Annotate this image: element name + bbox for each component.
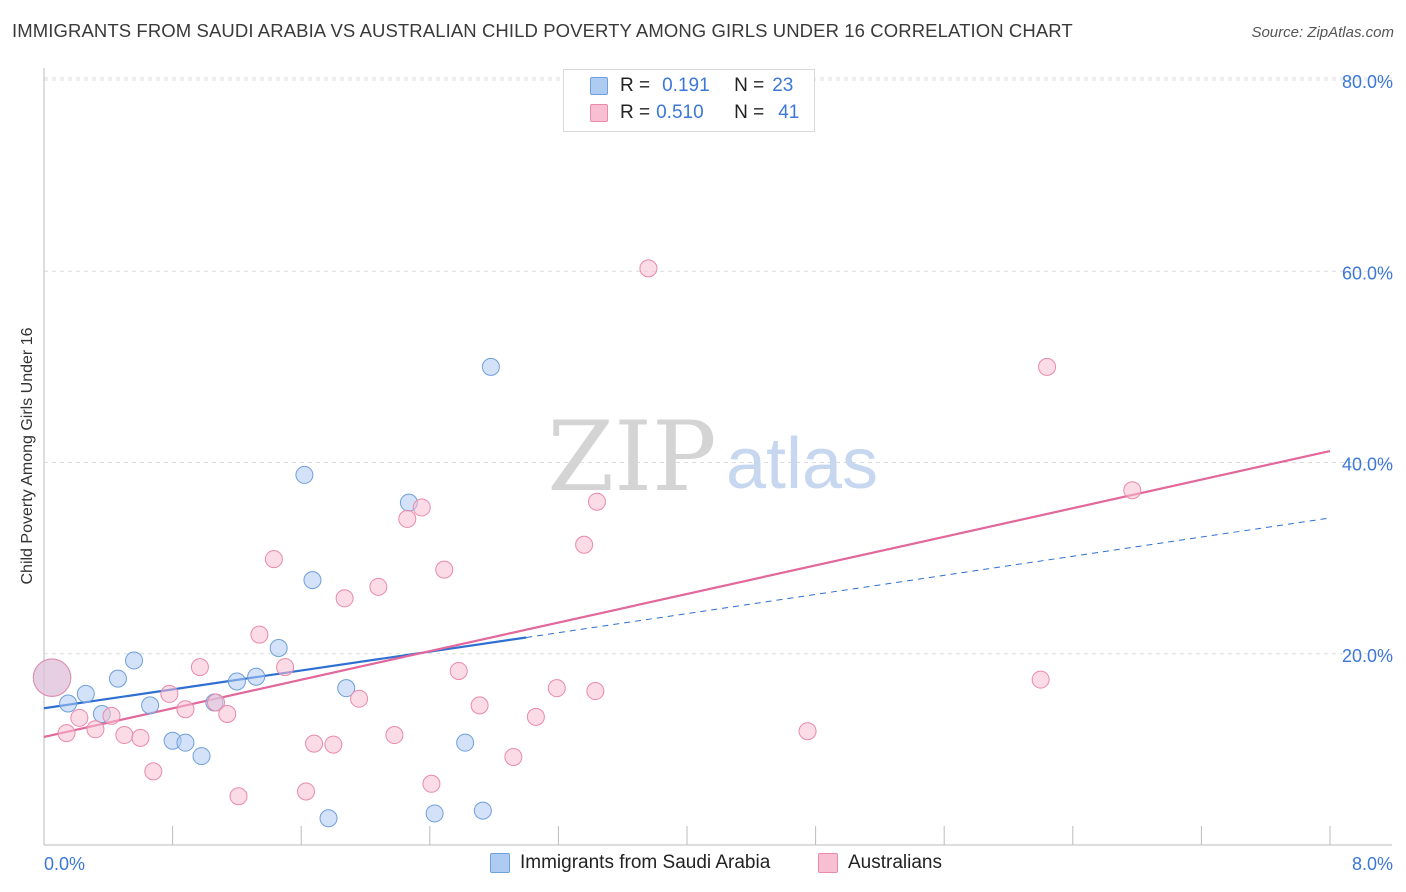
blue-data-point xyxy=(425,804,444,823)
bottom-legend-pink: Australians xyxy=(818,852,942,874)
blue-data-point xyxy=(319,809,338,828)
bottom-legend-swatch-pink xyxy=(818,853,838,873)
blue-data-point xyxy=(141,696,160,715)
pink-data-point xyxy=(586,682,605,701)
blue-data-point xyxy=(108,669,127,688)
pink-data-point xyxy=(639,259,658,278)
pink-data-point xyxy=(526,707,545,726)
blue-data-point xyxy=(227,672,246,691)
pink-data-point xyxy=(470,696,489,715)
pink-data-point xyxy=(449,661,468,680)
pink-data-point xyxy=(207,693,226,712)
pink-data-point xyxy=(335,589,354,608)
pink-data-point xyxy=(297,782,316,801)
pink-data-point xyxy=(324,735,343,754)
legend-r-value: 0.510 xyxy=(656,102,704,123)
pink-data-point xyxy=(435,560,454,579)
pink-data-point xyxy=(1038,357,1057,376)
watermark-zip: ZIP xyxy=(547,401,716,513)
legend-r-label: R = xyxy=(620,75,651,96)
blue-data-point xyxy=(192,747,211,766)
watermark-atlas: atlas xyxy=(726,424,878,504)
blue-data-point xyxy=(76,684,95,703)
legend-swatch-pink xyxy=(590,104,608,122)
blue-data-point xyxy=(295,465,314,484)
pink-data-point xyxy=(398,509,417,528)
blue-data-point xyxy=(303,571,322,590)
pink-data-point xyxy=(102,706,121,725)
pink-data-point xyxy=(369,577,388,596)
pink-data-point xyxy=(115,726,134,745)
blue-data-point xyxy=(125,651,144,670)
legend-r-label: R = xyxy=(620,102,651,123)
blue-data-point xyxy=(247,667,266,686)
pink-trend-line xyxy=(43,449,1331,739)
pink-data-point xyxy=(1031,670,1050,689)
watermark: ZIP atlas xyxy=(547,401,878,513)
y-tick-label: 80.0% xyxy=(1342,72,1393,92)
pink-data-point xyxy=(144,762,163,781)
blue-data-point xyxy=(59,694,78,713)
pink-data-point xyxy=(86,720,105,739)
blue-data-point xyxy=(473,801,492,820)
blue-data-point xyxy=(269,639,288,658)
blue-data-point xyxy=(481,357,500,376)
tick-labels: 20.0% 40.0% 60.0% 80.0% 0.0% 8.0% xyxy=(44,72,1393,874)
source-credit: Source: ZipAtlas.com xyxy=(1251,24,1394,41)
legend-row-pink: R = 0.510 N = 41 xyxy=(590,101,799,125)
pink-data-point xyxy=(504,748,523,767)
bottom-legend-label-blue: Immigrants from Saudi Arabia xyxy=(520,852,771,873)
data-points xyxy=(32,259,1142,828)
pink-data-point xyxy=(587,492,606,511)
pink-data-point xyxy=(575,535,594,554)
pink-data-point xyxy=(32,658,72,697)
legend-n-label: N = xyxy=(734,102,765,123)
pink-data-point xyxy=(218,704,237,723)
y-tick-label: 20.0% xyxy=(1342,646,1393,666)
y-tick-label: 40.0% xyxy=(1342,455,1393,475)
pink-data-point xyxy=(264,550,283,569)
legend-row-blue: R = 0.191 N = 23 xyxy=(590,74,793,98)
axes xyxy=(43,68,1392,846)
pink-data-point xyxy=(305,734,324,753)
chart-title: IMMIGRANTS FROM SAUDI ARABIA VS AUSTRALI… xyxy=(12,20,1073,41)
pink-data-point xyxy=(422,774,441,793)
pink-data-point xyxy=(250,625,269,644)
x-tick-label-end: 8.0% xyxy=(1352,854,1393,874)
blue-trend-extension xyxy=(526,517,1331,638)
bottom-legend-label-pink: Australians xyxy=(848,852,942,873)
pink-data-point xyxy=(57,724,76,743)
legend-n-value: 23 xyxy=(772,75,794,96)
pink-data-point xyxy=(276,658,295,677)
pink-data-point xyxy=(350,689,369,708)
legend-r-value: 0.191 xyxy=(662,75,710,96)
pink-data-point xyxy=(176,700,195,719)
legend-swatch-blue xyxy=(590,77,608,95)
legend-n-value: 41 xyxy=(778,102,800,123)
gridlines xyxy=(44,77,1392,655)
pink-data-point xyxy=(798,722,817,741)
blue-data-point xyxy=(456,733,475,752)
pink-data-point xyxy=(547,679,566,698)
legend-n-label: N = xyxy=(734,75,765,96)
pink-data-point xyxy=(229,787,248,806)
pink-data-point xyxy=(160,684,179,703)
bottom-legend-swatch-blue xyxy=(490,853,510,873)
pink-data-point xyxy=(131,728,150,747)
pink-data-point xyxy=(1123,481,1142,500)
bottom-legend-blue: Immigrants from Saudi Arabia xyxy=(490,852,770,874)
pink-data-point xyxy=(70,708,89,727)
stats-legend: R = 0.191 N = 23 R = 0.510 N = 41 xyxy=(563,69,815,132)
blue-data-point xyxy=(337,679,356,698)
pink-data-point xyxy=(385,726,404,745)
pink-data-point xyxy=(190,658,209,677)
blue-data-point xyxy=(176,733,195,752)
y-tick-label: 60.0% xyxy=(1342,263,1393,283)
x-tick-label-start: 0.0% xyxy=(44,854,85,874)
pink-data-point xyxy=(412,498,431,517)
